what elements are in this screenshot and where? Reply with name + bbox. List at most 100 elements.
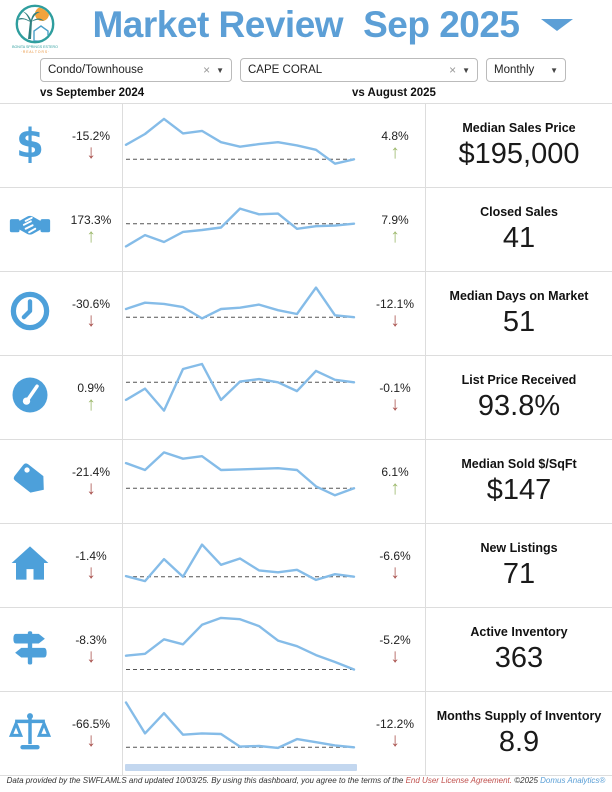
yoy-cell: -66.5% ↓ xyxy=(60,692,122,775)
icon-cell: $ xyxy=(0,104,60,187)
chevron-down-icon[interactable]: ▼ xyxy=(216,65,224,75)
yoy-value: -30.6% xyxy=(71,297,111,311)
metric-summary: List Price Received 93.8% xyxy=(425,356,612,439)
mom-value: 7.9% xyxy=(381,213,409,227)
header: BONITA SPRINGS ESTERO · R E A L T O R S … xyxy=(0,0,612,56)
mom-column-label: vs August 2025 xyxy=(352,87,436,99)
trend-sparkline xyxy=(122,272,365,355)
trend-sparkline xyxy=(122,524,365,607)
yoy-value: 0.9% xyxy=(77,381,105,395)
metric-summary: Median Sales Price $195,000 xyxy=(425,104,612,187)
property-type-dropdown[interactable]: Condo/Townhouse × ▼ xyxy=(40,58,232,82)
comparison-labels: vs September 2024 vs August 2025 xyxy=(0,86,612,103)
frequency-value: Monthly xyxy=(494,64,535,76)
trend-sparkline xyxy=(122,188,365,271)
logo-line2: · R E A L T O R S · xyxy=(21,50,49,54)
mom-cell: -5.2% ↓ xyxy=(365,608,425,691)
scales-icon xyxy=(8,710,52,757)
metric-value: 363 xyxy=(494,641,544,674)
chevron-down-icon[interactable] xyxy=(540,18,574,37)
mom-value: 4.8% xyxy=(381,129,409,143)
metric-summary: Months Supply of Inventory 8.9 xyxy=(425,692,612,775)
sparkline-chart xyxy=(124,207,357,248)
yoy-value: -66.5% xyxy=(71,717,111,731)
metric-value: 51 xyxy=(502,305,536,338)
gauge-icon xyxy=(9,374,51,421)
yoy-value: -8.3% xyxy=(75,633,107,647)
yoy-arrow: ↓ xyxy=(86,730,96,751)
metric-row: 173.3% ↑ 7.9% ↑ Closed Sales 41 xyxy=(0,188,612,272)
icon-cell xyxy=(0,188,60,271)
icon-cell xyxy=(0,524,60,607)
chevron-down-icon[interactable]: ▼ xyxy=(550,65,558,75)
metric-name: List Price Received xyxy=(461,372,577,387)
trend-sparkline xyxy=(122,692,365,775)
mom-cell: -12.2% ↓ xyxy=(365,692,425,775)
report-period: Sep 2025 xyxy=(363,4,520,45)
filter-bar: Condo/Townhouse × ▼ CAPE CORAL × ▼ Month… xyxy=(40,58,612,82)
metric-name: Months Supply of Inventory xyxy=(436,708,602,723)
icon-cell xyxy=(0,608,60,691)
house-icon xyxy=(9,542,51,589)
mom-value: -6.6% xyxy=(379,549,411,563)
metric-row: $ -15.2% ↓ 4.8% ↑ Median Sales Price $19… xyxy=(0,104,612,188)
metrics-table: $ -15.2% ↓ 4.8% ↑ Median Sales Price $19… xyxy=(0,103,612,776)
mom-value: -12.2% xyxy=(375,717,415,731)
metric-row: -66.5% ↓ -12.2% ↓ Months Supply of Inven… xyxy=(0,692,612,776)
chart-scrollbar[interactable] xyxy=(125,764,357,771)
metric-value: 8.9 xyxy=(498,725,540,758)
sparkline-chart xyxy=(124,616,357,671)
metric-value: 71 xyxy=(502,557,536,590)
yoy-cell: 173.3% ↑ xyxy=(60,188,122,271)
yoy-arrow: ↓ xyxy=(86,478,96,499)
mom-arrow: ↓ xyxy=(390,562,400,583)
yoy-cell: -30.6% ↓ xyxy=(60,272,122,355)
handshake-icon xyxy=(9,206,51,253)
yoy-cell: -15.2% ↓ xyxy=(60,104,122,187)
dollar-icon: $ xyxy=(9,121,51,169)
property-type-value: Condo/Townhouse xyxy=(48,64,144,76)
footer-text: Data provided by the SWFLAMLS and update… xyxy=(6,776,406,785)
metric-name: Closed Sales xyxy=(480,204,558,219)
metric-name: New Listings xyxy=(480,540,558,555)
mom-cell: -6.6% ↓ xyxy=(365,524,425,607)
location-dropdown[interactable]: CAPE CORAL × ▼ xyxy=(240,58,478,82)
domus-analytics-link[interactable]: Domus Analytics® xyxy=(540,776,606,785)
yoy-arrow: ↑ xyxy=(86,394,96,415)
location-value: CAPE CORAL xyxy=(248,64,323,76)
metric-value: 93.8% xyxy=(477,389,561,422)
yoy-value: 173.3% xyxy=(70,213,112,227)
chevron-down-icon[interactable]: ▼ xyxy=(462,65,470,75)
brand-logo: BONITA SPRINGS ESTERO · R E A L T O R S … xyxy=(8,3,66,62)
metric-value: $195,000 xyxy=(458,137,580,170)
sparkline-chart xyxy=(124,543,357,583)
trend-sparkline xyxy=(122,608,365,691)
metric-summary: Closed Sales 41 xyxy=(425,188,612,271)
yoy-column-label: vs September 2024 xyxy=(40,87,145,99)
metric-summary: Median Sold $/SqFt $147 xyxy=(425,440,612,523)
metric-name: Median Sold $/SqFt xyxy=(461,456,577,471)
signpost-icon xyxy=(9,626,51,673)
frequency-dropdown[interactable]: Monthly ▼ xyxy=(486,58,566,82)
metric-row: 0.9% ↑ -0.1% ↓ List Price Received 93.8% xyxy=(0,356,612,440)
icon-cell xyxy=(0,356,60,439)
metric-name: Median Days on Market xyxy=(449,288,589,303)
mom-arrow: ↓ xyxy=(390,646,400,667)
trend-sparkline xyxy=(122,356,365,439)
clear-icon[interactable]: × xyxy=(203,63,211,77)
yoy-arrow: ↓ xyxy=(86,646,96,667)
trend-sparkline xyxy=(122,104,365,187)
eula-link[interactable]: End User License Agreement. xyxy=(405,776,513,785)
clear-icon[interactable]: × xyxy=(449,63,457,77)
sparkline-chart xyxy=(124,701,357,750)
yoy-cell: -1.4% ↓ xyxy=(60,524,122,607)
metric-value: $147 xyxy=(486,473,552,506)
yoy-cell: -8.3% ↓ xyxy=(60,608,122,691)
mom-cell: 7.9% ↑ xyxy=(365,188,425,271)
yoy-arrow: ↑ xyxy=(86,226,96,247)
metric-summary: New Listings 71 xyxy=(425,524,612,607)
mom-arrow: ↓ xyxy=(390,394,400,415)
yoy-arrow: ↓ xyxy=(86,310,96,331)
mom-cell: 4.8% ↑ xyxy=(365,104,425,187)
mom-arrow: ↑ xyxy=(390,226,400,247)
